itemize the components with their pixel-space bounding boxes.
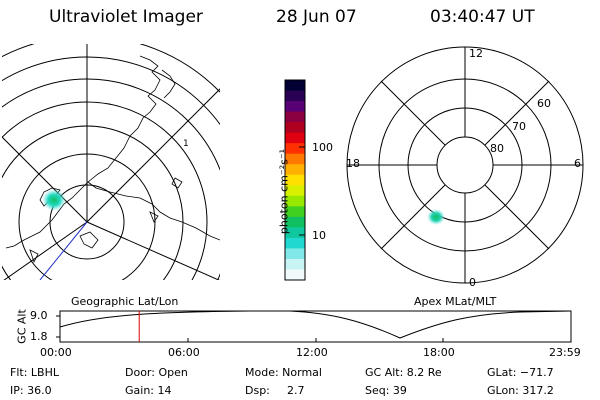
gain-label: Gain: 14 xyxy=(125,384,172,397)
meridian xyxy=(86,88,220,223)
mode-label: Mode: Normal xyxy=(245,366,322,379)
lat-circle xyxy=(2,125,184,280)
color-bar-frame xyxy=(284,79,306,281)
color-bar-band xyxy=(285,80,305,92)
altitude-ytick-low: 1.8 xyxy=(30,330,48,343)
color-bar-tick-100: 100 xyxy=(312,141,333,154)
color-bar xyxy=(285,80,305,281)
altitude-xtick: 06:00 xyxy=(168,346,200,359)
color-bar-band xyxy=(285,122,305,134)
seq-label: Seq: 39 xyxy=(365,384,407,397)
time-label: 03:40:47 UT xyxy=(430,7,535,27)
color-bar-band xyxy=(285,248,305,260)
color-bar-band xyxy=(285,258,305,270)
color-bar-label: photon cm⁻²s⁻¹ xyxy=(277,148,291,235)
color-bar-band xyxy=(285,185,305,197)
mlt-label-18: 18 xyxy=(346,157,360,170)
lat-label-70: 70 xyxy=(512,120,526,133)
color-bar-band xyxy=(285,111,305,123)
color-bar-tick-10: 10 xyxy=(312,229,326,242)
coastline xyxy=(5,55,220,264)
geographic-caption: Geographic Lat/Lon xyxy=(71,295,179,308)
altitude-xtick: 00:00 xyxy=(40,346,72,359)
color-bar-band xyxy=(285,227,305,239)
grid-label: 1 xyxy=(183,139,189,149)
glat-label: GLat: −71.7 xyxy=(487,366,554,379)
altitude-ticks xyxy=(56,315,572,342)
mlt-label-12: 12 xyxy=(469,47,483,60)
filter-label: Flt: LBHL xyxy=(10,366,59,379)
mlt-diag xyxy=(380,80,446,146)
mlt-diag xyxy=(484,184,550,250)
apex-caption: Apex MLat/MLT xyxy=(414,295,497,308)
door-label: Door: Open xyxy=(125,366,188,379)
color-bar-band xyxy=(285,132,305,144)
lat-circle-80 xyxy=(436,136,494,194)
color-bar-band xyxy=(285,90,305,102)
mlt-diag xyxy=(380,184,446,250)
altitude-xtick: 12:00 xyxy=(296,346,328,359)
altitude-plot-frame xyxy=(59,310,572,343)
aurora-spot xyxy=(427,209,445,225)
geographic-map xyxy=(2,44,220,280)
ip-label: IP: 36.0 xyxy=(10,384,52,397)
lat-label-60: 60 xyxy=(537,97,551,110)
mlt-label-0: 0 xyxy=(469,276,476,289)
mlt-label-6: 6 xyxy=(574,157,581,170)
color-bar-band xyxy=(285,195,305,207)
glon-label: GLon: 317.2 xyxy=(487,384,554,397)
meridian xyxy=(86,221,220,280)
color-bar-band xyxy=(285,164,305,176)
lat-circle xyxy=(2,78,220,280)
instrument-title: Ultraviolet Imager xyxy=(49,7,203,27)
gc-alt-label: GC Alt: 8.2 Re xyxy=(365,366,442,379)
color-bar-band xyxy=(285,143,305,155)
mlt-diag xyxy=(484,80,550,146)
color-bar-band xyxy=(285,153,305,165)
color-bar-band xyxy=(285,269,305,281)
color-bar-band xyxy=(285,216,305,228)
apex-polar-plot xyxy=(346,46,584,284)
footprint-line xyxy=(39,221,88,280)
dsp-label: Dsp: xyxy=(245,384,270,397)
altitude-ylabel: GC Alt xyxy=(15,309,29,344)
altitude-xtick: 18:00 xyxy=(423,346,455,359)
dsp-value: 2.7 xyxy=(287,384,305,397)
color-bar-band xyxy=(285,237,305,249)
altitude-xtick: 23:59 xyxy=(549,346,581,359)
lat-label-80: 80 xyxy=(490,142,504,155)
date-label: 28 Jun 07 xyxy=(276,7,357,27)
color-bar-band xyxy=(285,206,305,218)
altitude-curve xyxy=(59,310,572,339)
meridian xyxy=(3,221,88,280)
aurora-spot xyxy=(42,189,66,211)
altitude-ytick-high: 9.0 xyxy=(30,309,48,322)
color-bar-band xyxy=(285,174,305,186)
color-bar-band xyxy=(285,101,305,113)
